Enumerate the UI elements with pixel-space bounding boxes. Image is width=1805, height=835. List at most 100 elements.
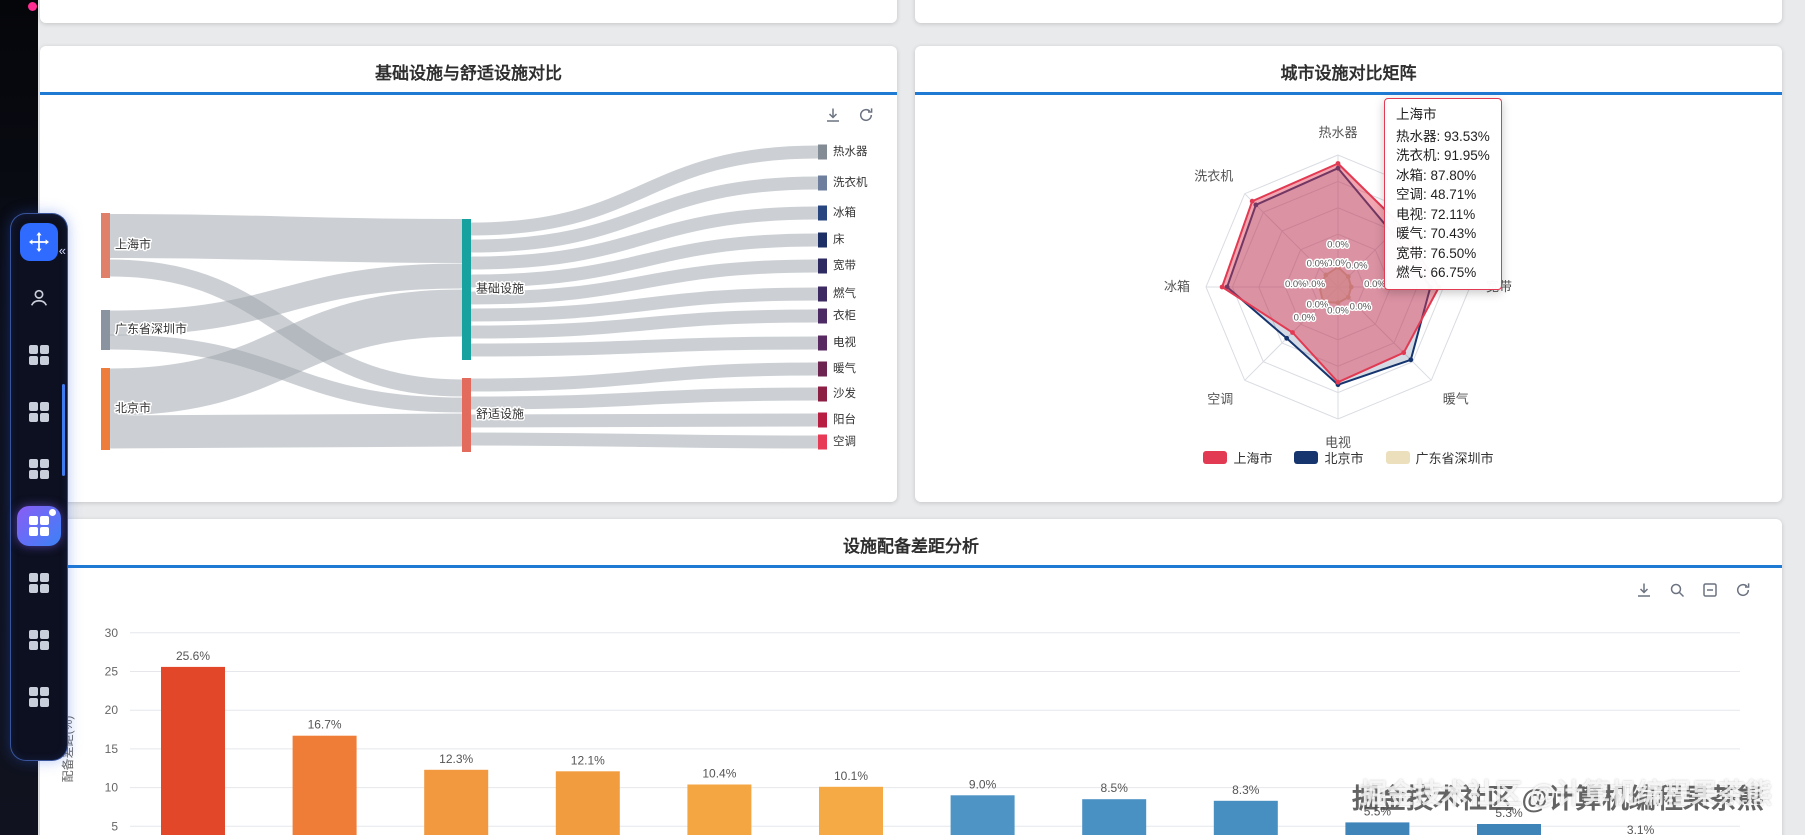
radar-point[interactable]: [1335, 264, 1341, 270]
radar-point[interactable]: [1317, 284, 1322, 290]
sankey-link[interactable]: [470, 145, 819, 236]
active-badge-dot: [49, 509, 56, 516]
radar-point[interactable]: [1345, 274, 1351, 280]
bar[interactable]: [1082, 799, 1147, 835]
sankey-link[interactable]: [470, 206, 819, 270]
radar-point[interactable]: [1249, 198, 1255, 204]
sankey-node[interactable]: [818, 175, 827, 191]
bar[interactable]: [424, 769, 489, 835]
zoom-icon[interactable]: [1668, 581, 1686, 599]
y-tick-label: 25: [105, 665, 119, 679]
bar[interactable]: [555, 771, 620, 835]
radar-point[interactable]: [1323, 272, 1329, 278]
radar-point[interactable]: [1408, 357, 1414, 363]
radar-point[interactable]: [1253, 202, 1259, 208]
sankey-node[interactable]: [818, 335, 827, 351]
sankey-link[interactable]: [470, 336, 819, 357]
tooltip-row: 燃气: 66.75%: [1396, 265, 1477, 280]
legend-item[interactable]: 广东省深圳市: [1385, 448, 1494, 467]
sankey-node[interactable]: [101, 310, 110, 350]
radar-point[interactable]: [1335, 300, 1341, 306]
bar[interactable]: [1213, 800, 1278, 835]
sankey-link[interactable]: [470, 233, 819, 288]
sankey-link[interactable]: [470, 259, 819, 305]
apps-grid-button-6[interactable]: [17, 677, 61, 717]
radar-point[interactable]: [1219, 284, 1225, 290]
sankey-node[interactable]: [818, 386, 827, 402]
sankey-node[interactable]: [818, 205, 827, 221]
sankey-link[interactable]: [470, 362, 819, 392]
sankey-node[interactable]: [818, 361, 827, 377]
apps-grid-button-1[interactable]: [17, 335, 61, 375]
collapse-toolbar-button[interactable]: «: [59, 244, 66, 257]
user-button[interactable]: [17, 278, 61, 318]
apps-grid-button-3[interactable]: [17, 449, 61, 489]
refresh-icon[interactable]: [1734, 581, 1752, 599]
legend-label: 北京市: [1324, 451, 1364, 466]
sankey-link[interactable]: [470, 413, 819, 428]
sankey-node[interactable]: [101, 368, 110, 450]
partial-card-top-left: [40, 0, 897, 23]
y-tick-label: 30: [105, 626, 119, 640]
bar-chart[interactable]: 5 10 15 20 25 30 25.6% 16.7% 12.3% 12.1% 10.4% 10.1…: [40, 519, 1782, 835]
radar-point[interactable]: [1401, 350, 1407, 356]
sankey-node[interactable]: [462, 219, 471, 360]
radar-point[interactable]: [1348, 284, 1354, 290]
sankey-node[interactable]: [818, 412, 827, 428]
apps-grid-button-active[interactable]: [17, 506, 61, 546]
bar-value-label: 5.3%: [1495, 806, 1523, 820]
radar-point[interactable]: [1345, 294, 1351, 300]
apps-grid-button-2[interactable]: [17, 392, 61, 432]
radar-point[interactable]: [1290, 330, 1295, 335]
apps-grid-button-5[interactable]: [17, 620, 61, 660]
sankey-link[interactable]: [470, 309, 819, 339]
apps-grid-button-4[interactable]: [17, 563, 61, 603]
radar-indicator-label: 暖气: [1443, 392, 1469, 407]
restore-icon[interactable]: [1701, 581, 1719, 599]
sankey-node[interactable]: [818, 308, 827, 324]
sankey-node[interactable]: [462, 378, 471, 452]
radar-point[interactable]: [1335, 161, 1341, 166]
toolbar-scrollbar[interactable]: [62, 384, 65, 476]
bar[interactable]: [292, 735, 357, 835]
sankey-link[interactable]: [109, 413, 463, 449]
title-accent-rule: [40, 92, 897, 95]
legend-item[interactable]: 上海市: [1203, 448, 1272, 467]
bar[interactable]: [1345, 822, 1410, 835]
sankey-node[interactable]: [818, 232, 827, 248]
sankey-link[interactable]: [470, 387, 819, 410]
sankey-node[interactable]: [101, 213, 110, 278]
move-handle-button[interactable]: [20, 223, 58, 261]
sankey-link[interactable]: [109, 214, 463, 263]
bar[interactable]: [819, 786, 883, 835]
grid-icon: [29, 402, 49, 422]
sankey-node[interactable]: [818, 144, 827, 160]
radar-point[interactable]: [1335, 379, 1341, 385]
sankey-node[interactable]: [818, 434, 827, 450]
sankey-link[interactable]: [470, 287, 819, 322]
bar-value-label: 25.6%: [176, 649, 210, 663]
refresh-icon[interactable]: [857, 106, 875, 124]
legend-item[interactable]: 北京市: [1294, 448, 1364, 467]
title-accent-rule: [915, 92, 1782, 95]
radar-point[interactable]: [1335, 165, 1341, 171]
bar[interactable]: [950, 795, 1015, 835]
sankey-link[interactable]: [109, 289, 463, 416]
radar-indicator-label: 电视: [1325, 435, 1351, 450]
bar[interactable]: [161, 666, 225, 835]
download-icon[interactable]: [1635, 581, 1653, 599]
bar[interactable]: [1477, 824, 1541, 835]
radar-point-label: 0.0%: [1346, 260, 1368, 271]
sankey-link[interactable]: [470, 432, 819, 449]
sankey-link[interactable]: [109, 263, 463, 336]
radar-chart[interactable]: 热水器洗衣机冰箱空调电视暖气宽带燃气0.0%0.0%0.0%0.0%0.0%0.…: [915, 46, 1782, 502]
radar-point[interactable]: [1224, 284, 1230, 290]
radar-point[interactable]: [1284, 335, 1290, 341]
radar-point[interactable]: [1320, 299, 1326, 305]
download-icon[interactable]: [824, 106, 842, 124]
sankey-node[interactable]: [818, 286, 827, 302]
bar[interactable]: [687, 784, 752, 835]
sankey-node[interactable]: [818, 258, 827, 274]
sankey-link[interactable]: [470, 176, 819, 253]
